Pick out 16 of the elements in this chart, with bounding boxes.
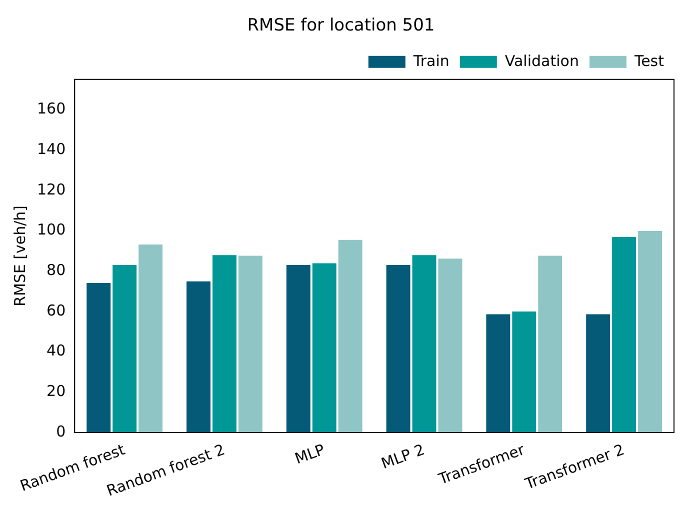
chart-title: RMSE for location 501 [247,16,435,36]
x-tick-label: MLP [292,440,328,468]
y-tick-label: 80 [46,260,66,279]
y-tick-label: 0 [56,422,66,440]
y-tick-label: 160 [36,100,66,118]
y-tick-label: 60 [46,301,66,320]
legend-label: Test [633,52,664,70]
y-tick-label: 100 [36,220,66,239]
legend-label: Train [412,52,450,70]
legend-label: Validation [504,52,579,70]
y-tick-label: 40 [46,342,66,360]
y-tick-label: 20 [46,382,66,400]
y-tick-label: 120 [36,180,66,198]
y-tick-label: 140 [36,140,66,158]
x-tick-label: MLP 2 [378,440,427,473]
y-axis-title: RMSE [veh/h] [10,205,29,306]
